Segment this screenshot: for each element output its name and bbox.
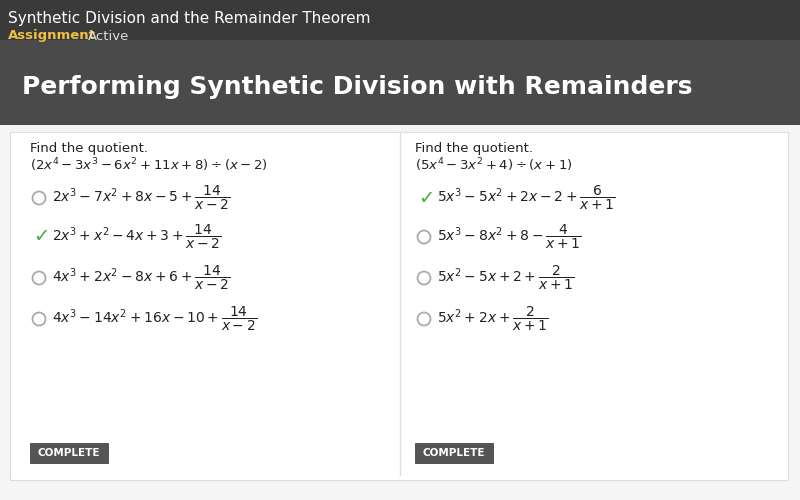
Bar: [10, 132, 788, 480]
Text: Synthetic Division and the Remainder Theorem: Synthetic Division and the Remainder The…: [8, 10, 370, 26]
Text: $4x^3 - 14x^2 + 16x - 10 + \dfrac{14}{x-2}$: $4x^3 - 14x^2 + 16x - 10 + \dfrac{14}{x-…: [52, 305, 257, 333]
Bar: [0, 125, 800, 500]
Text: Assignment: Assignment: [8, 30, 96, 43]
Bar: [30, 443, 108, 463]
Text: COMPLETE: COMPLETE: [38, 448, 100, 458]
Text: $5x^2 + 2x + \dfrac{2}{x+1}$: $5x^2 + 2x + \dfrac{2}{x+1}$: [437, 305, 549, 333]
Text: $2x^3 - 7x^2 + 8x - 5 + \dfrac{14}{x-2}$: $2x^3 - 7x^2 + 8x - 5 + \dfrac{14}{x-2}$: [52, 184, 230, 212]
Text: $2x^3 + x^2 - 4x + 3 + \dfrac{14}{x-2}$: $2x^3 + x^2 - 4x + 3 + \dfrac{14}{x-2}$: [52, 223, 222, 251]
Bar: [415, 443, 493, 463]
Bar: [0, 40, 800, 125]
Text: ✓: ✓: [33, 228, 50, 246]
Text: $4x^3 + 2x^2 - 8x + 6 + \dfrac{14}{x-2}$: $4x^3 + 2x^2 - 8x + 6 + \dfrac{14}{x-2}$: [52, 264, 230, 292]
Bar: [0, 0, 800, 40]
Text: $5x^3 - 5x^2 + 2x - 2 + \dfrac{6}{x+1}$: $5x^3 - 5x^2 + 2x - 2 + \dfrac{6}{x+1}$: [437, 184, 616, 212]
Text: Find the quotient.: Find the quotient.: [415, 142, 533, 155]
Text: $(2x^4 - 3x^3 - 6x^2 + 11x + 8) \div (x - 2)$: $(2x^4 - 3x^3 - 6x^2 + 11x + 8) \div (x …: [30, 156, 268, 174]
Text: ✓: ✓: [418, 188, 434, 208]
Text: $(5x^4 - 3x^2 + 4) \div (x + 1)$: $(5x^4 - 3x^2 + 4) \div (x + 1)$: [415, 156, 573, 174]
Text: Performing Synthetic Division with Remainders: Performing Synthetic Division with Remai…: [22, 75, 693, 99]
Text: COMPLETE: COMPLETE: [422, 448, 486, 458]
Text: $5x^2 - 5x + 2 + \dfrac{2}{x+1}$: $5x^2 - 5x + 2 + \dfrac{2}{x+1}$: [437, 264, 574, 292]
Text: Find the quotient.: Find the quotient.: [30, 142, 148, 155]
Text: Active: Active: [88, 30, 130, 43]
Text: $5x^3 - 8x^2 + 8 - \dfrac{4}{x+1}$: $5x^3 - 8x^2 + 8 - \dfrac{4}{x+1}$: [437, 223, 582, 251]
